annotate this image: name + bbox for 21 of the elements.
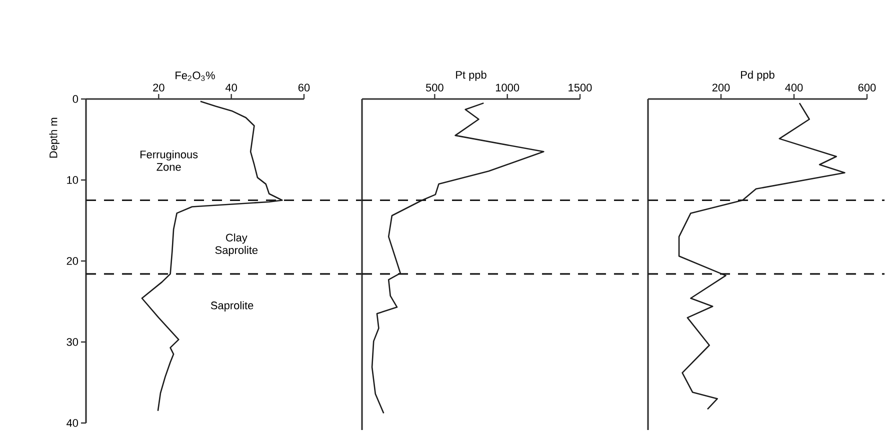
x-axis-title: Pd ppb [741,70,774,81]
y-tick-label: 20 [66,257,78,265]
x-tick-label: 400 [785,84,803,92]
x-tick-label: 1500 [568,84,592,92]
x-axis-title: Fe$_{2}$O$_{3}$% [176,72,215,81]
y-axis-title: Depth m [49,118,60,158]
x-tick-label: 500 [426,84,444,92]
x-tick-label: 20 [153,84,164,92]
x-tick-label: 60 [298,84,310,92]
y-tick-label: 10 [67,176,78,184]
x-tick-label: 40 [225,84,237,92]
y-tick-label: 0 [72,95,78,103]
y-tick-label: 40 [66,419,78,427]
x-tick-label: 1000 [496,84,520,92]
annotation: Ferruginous Zone [140,150,198,171]
annotation: Clay Saprolite [215,233,258,256]
x-tick-label: 200 [712,84,730,92]
y-tick-label: 30 [66,338,78,346]
annotation: Saprolite [210,301,254,312]
x-tick-label: 600 [858,84,876,92]
x-axis-title: Pt ppb [456,70,486,81]
